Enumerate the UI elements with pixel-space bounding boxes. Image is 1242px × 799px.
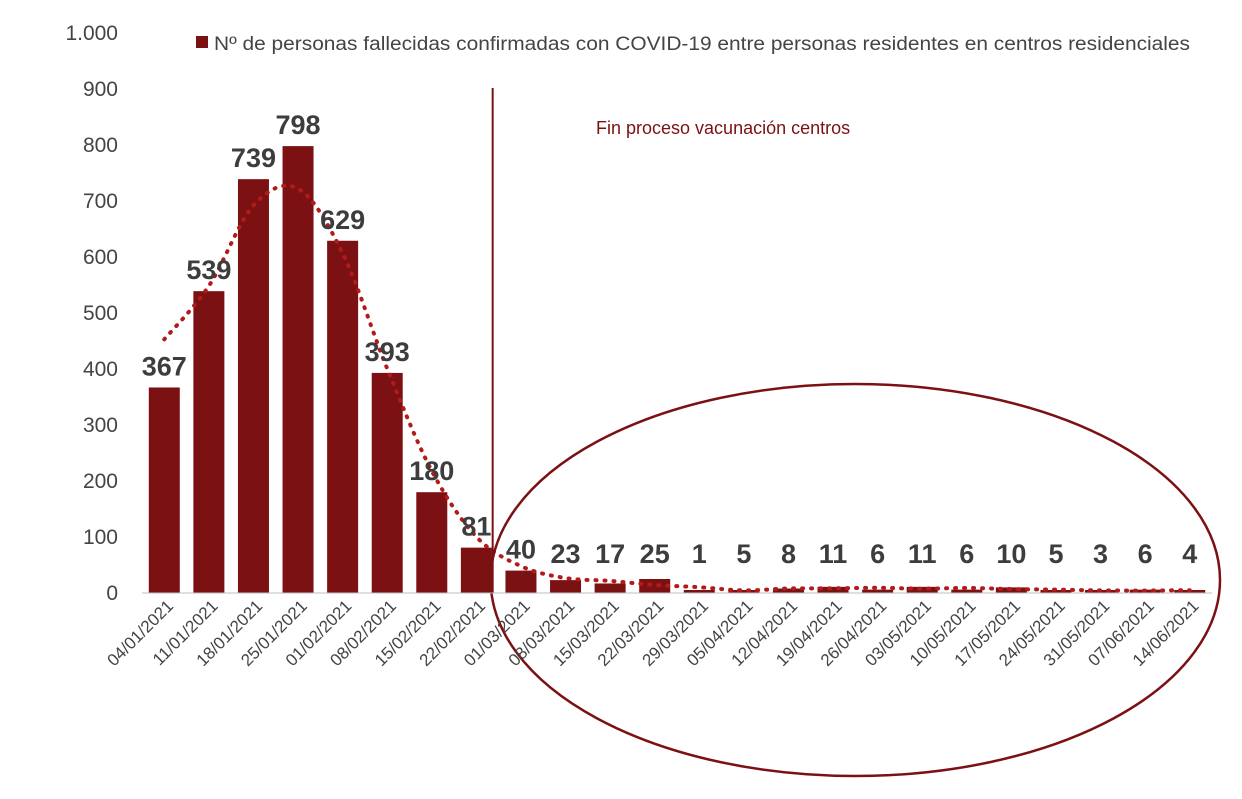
data-label: 798 <box>276 110 321 140</box>
data-label: 10 <box>996 539 1026 569</box>
data-label: 739 <box>231 143 276 173</box>
data-label: 25 <box>640 539 670 569</box>
vaccination-end-annotation: Fin proceso vacunación centros <box>596 118 850 138</box>
y-tick-label: 400 <box>83 358 118 381</box>
data-label: 5 <box>736 539 751 569</box>
y-tick-label: 800 <box>83 134 118 157</box>
data-label: 8 <box>781 539 796 569</box>
data-label: 393 <box>365 337 410 367</box>
bar <box>282 146 314 593</box>
highlight-ellipse <box>489 382 1222 778</box>
bar <box>639 579 671 593</box>
data-label: 11 <box>908 539 937 569</box>
bars <box>148 146 1206 593</box>
data-label: 1 <box>692 539 707 569</box>
data-label: 6 <box>1138 539 1153 569</box>
data-label: 629 <box>320 205 365 235</box>
y-tick-label: 100 <box>83 526 118 549</box>
data-label: 23 <box>551 539 581 569</box>
x-axis: 04/01/202111/01/202118/01/202125/01/2021… <box>104 592 1212 670</box>
bar <box>1040 590 1072 593</box>
bar <box>416 492 448 593</box>
data-label: 11 <box>819 539 848 569</box>
bar <box>505 570 537 593</box>
data-label: 367 <box>142 351 187 381</box>
bar <box>862 589 894 593</box>
bar <box>728 590 760 593</box>
bar <box>460 547 492 593</box>
y-tick-label: 500 <box>83 302 118 325</box>
y-tick-label: 300 <box>83 414 118 437</box>
y-tick-label: 200 <box>83 470 118 493</box>
bar <box>817 586 849 593</box>
bar <box>193 291 225 593</box>
data-label: 180 <box>409 456 454 486</box>
data-label: 539 <box>186 255 231 285</box>
bar <box>550 580 582 593</box>
data-label: 6 <box>870 539 885 569</box>
data-label: 81 <box>461 512 491 542</box>
y-tick-label: 600 <box>83 246 118 269</box>
bar <box>772 588 804 593</box>
bar <box>683 590 715 593</box>
trendline-path <box>162 183 1192 593</box>
bar <box>237 179 269 593</box>
bar <box>594 583 626 593</box>
legend-swatch <box>196 36 208 48</box>
y-tick-label: 0 <box>106 582 118 605</box>
y-tick-label: 700 <box>83 190 118 213</box>
data-label: 5 <box>1048 539 1063 569</box>
data-label: 17 <box>595 539 625 569</box>
bar <box>906 586 938 593</box>
data-label: 6 <box>959 539 974 569</box>
data-label: 3 <box>1093 539 1108 569</box>
bar <box>327 240 359 593</box>
data-label: 4 <box>1182 539 1197 569</box>
y-tick-label: 1.000 <box>65 22 118 45</box>
bar <box>371 372 403 593</box>
legend: Nº de personas fallecidas confirmadas co… <box>196 34 1190 55</box>
legend-label: Nº de personas fallecidas confirmadas co… <box>214 34 1190 55</box>
bar <box>951 589 983 593</box>
trendline <box>162 183 1192 593</box>
y-tick-label: 900 <box>83 78 118 101</box>
y-axis: 0 100 200 300 400 500 600 700 800 900 1.000 <box>65 22 118 605</box>
bar <box>148 387 180 593</box>
data-label: 40 <box>506 535 536 565</box>
